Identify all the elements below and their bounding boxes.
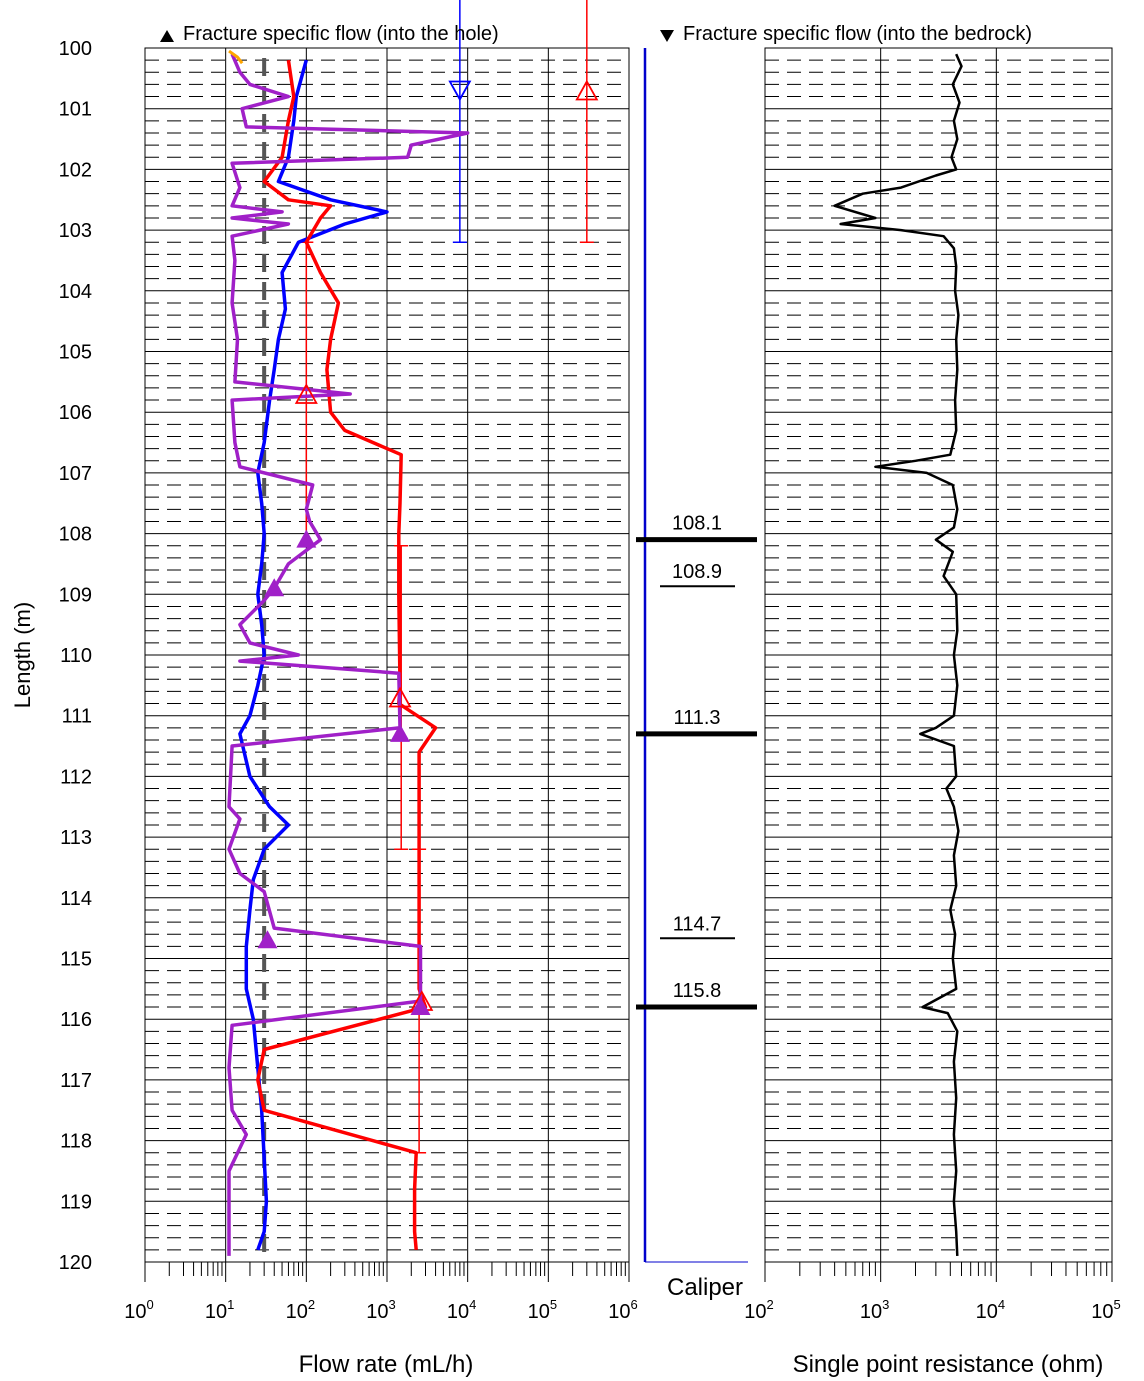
series-layer (227, 0, 963, 1263)
into-hole-marker (296, 529, 317, 548)
resistance-x-tick-label: 102 (744, 1297, 773, 1323)
y-tick-label: 118 (60, 1131, 92, 1153)
into-hole-marker (257, 930, 278, 949)
flow-series-short (228, 49, 244, 65)
into-hole-marker (410, 997, 431, 1016)
flow-series-1 (238, 59, 389, 1251)
y-tick-label: 101 (59, 99, 92, 121)
y-tick-label: 105 (59, 342, 92, 364)
flow-x-tick-label: 101 (205, 1297, 234, 1323)
y-tick-label: 119 (60, 1191, 92, 1213)
resistance-x-tick-label: 104 (976, 1297, 1005, 1323)
hollow-flow-marker (448, 80, 472, 102)
y-tick-label: 116 (60, 1009, 92, 1031)
into-hole-marker (390, 723, 411, 742)
flow-series-2 (256, 59, 438, 1251)
resistance-x-axis-label: Single point resistance (ohm) (793, 1351, 1104, 1378)
y-tick-label: 115 (60, 949, 92, 971)
y-tick-label: 106 (59, 402, 92, 424)
hollow-flow-marker (575, 79, 599, 101)
fracture-depth-label: 111.3 (673, 707, 720, 729)
fracture-depth-label: 108.9 (672, 561, 722, 583)
flow-x-axis-label: Flow rate (mL/h) (299, 1351, 474, 1378)
resistance-x-tick-label: 105 (1091, 1297, 1120, 1323)
hollow-flow-marker (294, 383, 318, 404)
y-tick-label: 109 (59, 584, 92, 606)
y-tick-label: 104 (59, 281, 92, 303)
flow-x-tick-label: 103 (366, 1297, 395, 1323)
y-axis-label: Length (m) (10, 602, 35, 708)
hollow-flow-marker (388, 686, 412, 708)
flow-x-tick-label: 102 (286, 1297, 315, 1323)
y-tick-label: 117 (60, 1070, 92, 1092)
flow-x-tick-label: 105 (528, 1297, 557, 1323)
flow-x-tick-label: 106 (608, 1297, 637, 1323)
y-tick-label: 120 (59, 1252, 92, 1274)
resistance-panel-frame (764, 47, 1113, 1263)
y-tick-label: 110 (60, 645, 92, 667)
fracture-depth-label: 108.1 (672, 513, 722, 535)
y-tick-label: 111 (62, 706, 92, 728)
y-tick-label: 103 (59, 220, 92, 242)
fracture-depth-label: 114.7 (673, 913, 722, 935)
fracture-depth-label: 115.8 (673, 980, 722, 1002)
y-tick-label: 107 (59, 463, 92, 485)
resistance-x-tick-label: 103 (860, 1297, 889, 1323)
y-tick-label: 102 (59, 159, 92, 181)
label-layer: 100 101 102 103 104 105 106 107 108 109 110 111 112 1… (59, 38, 1121, 1323)
into-bedrock-legend-icon (660, 30, 674, 42)
flow-x-tick-label: 104 (447, 1297, 476, 1323)
y-tick-label: 108 (59, 524, 92, 546)
flow-series-3 (227, 53, 470, 1256)
into-hole-marker (264, 578, 285, 597)
into-hole-legend-icon (160, 30, 174, 42)
y-tick-label: 112 (60, 766, 92, 788)
flow-x-tick-label: 100 (124, 1297, 153, 1323)
legend-into-hole: Fracture specific flow (into the hole) (183, 23, 499, 45)
y-tick-label: 113 (60, 827, 92, 849)
resistance-series (833, 53, 963, 1256)
marker-layer (257, 79, 757, 1016)
caliper-label: Caliper (667, 1274, 743, 1301)
legend-into-bedrock: Fracture specific flow (into the bedrock… (683, 23, 1032, 45)
y-tick-label: 100 (59, 38, 92, 60)
y-tick-label: 114 (60, 888, 92, 910)
axis-layer (144, 47, 1113, 1282)
grid-layer (144, 48, 1113, 1262)
